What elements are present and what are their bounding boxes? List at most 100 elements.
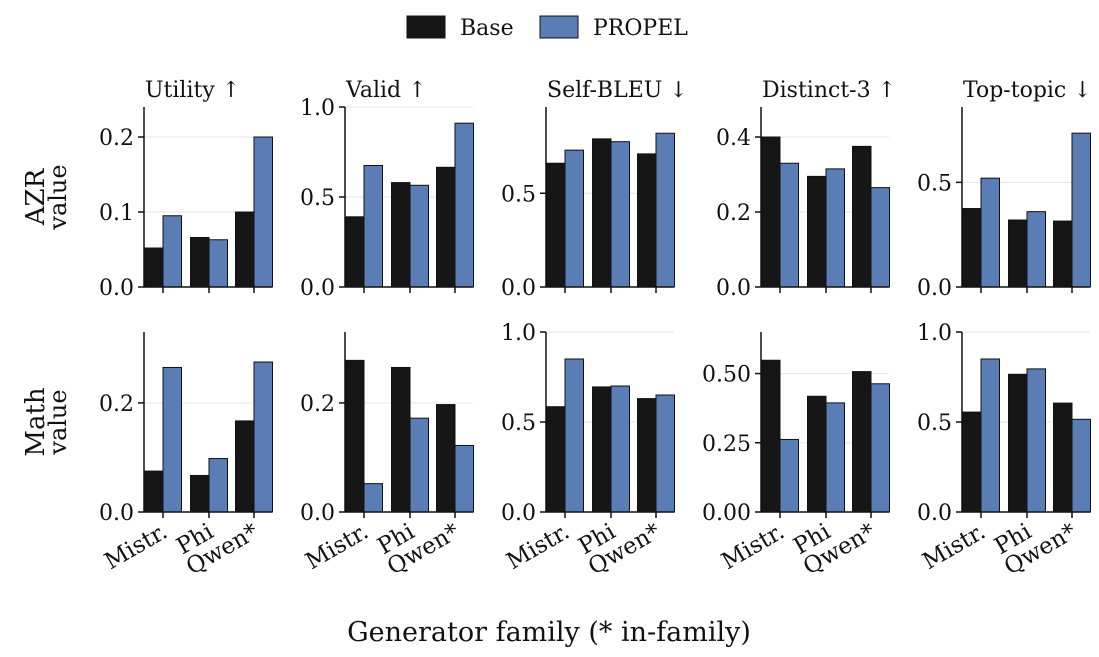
bar-base-1	[592, 386, 612, 513]
y-tick-label: 0.5	[501, 182, 536, 207]
bar-propel-1	[825, 168, 845, 288]
bar-base-2	[852, 371, 872, 513]
bar-base-0	[962, 411, 982, 513]
y-tick-label: 0.4	[716, 126, 751, 151]
bar-propel-2	[1071, 418, 1091, 513]
legend-swatch-propel	[539, 15, 579, 39]
bar-propel-1	[610, 385, 630, 513]
bar-base-2	[1053, 402, 1073, 513]
bar-propel-2	[253, 361, 273, 513]
category-label: Mistr.	[717, 519, 789, 575]
bar-propel-2	[454, 444, 474, 513]
category-label: Mistr.	[918, 519, 990, 575]
bar-base-1	[807, 175, 827, 288]
bar-base-2	[852, 145, 872, 288]
bar-propel-0	[564, 149, 584, 288]
legend-label-propel: PROPEL	[593, 16, 688, 41]
bar-propel-2	[870, 383, 890, 513]
y-tick-label: 0.5	[917, 411, 952, 436]
bar-propel-1	[409, 417, 429, 513]
bar-propel-2	[655, 132, 675, 288]
y-tick-label: 1.0	[917, 321, 952, 346]
bar-propel-1	[825, 402, 845, 513]
bar-base-2	[235, 420, 255, 513]
bar-propel-0	[363, 483, 383, 513]
row-label-math-main: Math	[21, 387, 51, 457]
category-label: Mistr.	[502, 519, 574, 575]
panel-title: Distinct-3 ↑	[762, 78, 896, 103]
bar-propel-0	[564, 358, 584, 513]
row-label-math-sub: value	[44, 389, 72, 455]
bar-propel-1	[1026, 211, 1046, 288]
legend: Base PROPEL	[406, 15, 688, 41]
y-tick-label: 0.0	[300, 501, 335, 526]
y-tick-label: 1.0	[300, 96, 335, 121]
y-tick-label: 1.0	[501, 321, 536, 346]
bar-propel-0	[779, 162, 799, 288]
bar-base-0	[345, 216, 365, 288]
bar-base-2	[436, 404, 456, 513]
bar-base-0	[546, 406, 566, 513]
y-tick-label: 0.0	[917, 276, 952, 301]
bar-base-0	[761, 359, 781, 513]
bar-propel-0	[162, 366, 182, 513]
y-tick-label: 0.0	[716, 276, 751, 301]
bar-base-2	[1053, 220, 1073, 288]
y-tick-label: 0.0	[917, 501, 952, 526]
bar-base-0	[345, 359, 365, 513]
panel-0-0: 0.0 0.1 0.2 Utility ↑	[99, 78, 273, 301]
y-tick-label: 0.2	[716, 201, 751, 226]
y-tick-label: 0.0	[300, 276, 335, 301]
y-tick-label: 0.50	[702, 363, 751, 388]
bar-propel-1	[1026, 368, 1046, 513]
bar-base-0	[962, 208, 982, 288]
panel-0-2: 0.0 0.5 Self-BLEU ↓	[501, 78, 688, 301]
y-tick-label: 0.5	[917, 171, 952, 196]
bar-propel-1	[409, 184, 429, 288]
y-tick-label: 0.0	[501, 501, 536, 526]
category-label: Mistr.	[301, 519, 373, 575]
bar-base-1	[1008, 219, 1028, 288]
y-tick-label: 0.5	[300, 186, 335, 211]
bar-propel-1	[208, 239, 228, 288]
bar-base-2	[637, 153, 657, 288]
bar-base-2	[637, 398, 657, 513]
y-tick-label: 0.1	[99, 201, 134, 226]
bar-propel-2	[655, 394, 675, 513]
bar-base-0	[144, 470, 164, 513]
panel-title: Valid ↑	[345, 78, 427, 103]
bar-base-1	[190, 237, 210, 288]
row-label-math: Math value	[21, 387, 72, 457]
bar-base-2	[235, 211, 255, 288]
bar-propel-2	[870, 187, 890, 288]
bar-base-1	[391, 366, 411, 513]
panel-0-1: 0.0 0.5 1.0 Valid ↑	[300, 78, 474, 301]
y-tick-label: 0.00	[702, 501, 751, 526]
bar-propel-1	[208, 458, 228, 513]
x-axis-label: Generator family (* in-family)	[347, 617, 751, 648]
legend-swatch-base	[406, 15, 446, 39]
bar-propel-0	[363, 165, 383, 288]
panels: 0.0 0.1 0.2 Utility ↑ 0.0 0.5 1.0 Valid ↑ 0.0 0.5…	[99, 78, 1092, 580]
bar-base-1	[1008, 373, 1028, 513]
bar-propel-0	[980, 358, 1000, 513]
bar-base-0	[144, 247, 164, 288]
panel-title: Top-topic ↓	[963, 78, 1092, 103]
bar-propel-0	[162, 215, 182, 288]
bar-propel-2	[253, 136, 273, 288]
bar-propel-1	[610, 141, 630, 288]
bar-base-1	[190, 474, 210, 513]
bar-base-1	[391, 182, 411, 288]
legend-label-base: Base	[460, 16, 514, 41]
bar-base-2	[436, 166, 456, 288]
bar-base-0	[761, 136, 781, 288]
row-label-azr-main: AZR	[21, 167, 51, 226]
y-tick-label: 0.5	[501, 411, 536, 436]
panel-title: Self-BLEU ↓	[547, 78, 688, 103]
